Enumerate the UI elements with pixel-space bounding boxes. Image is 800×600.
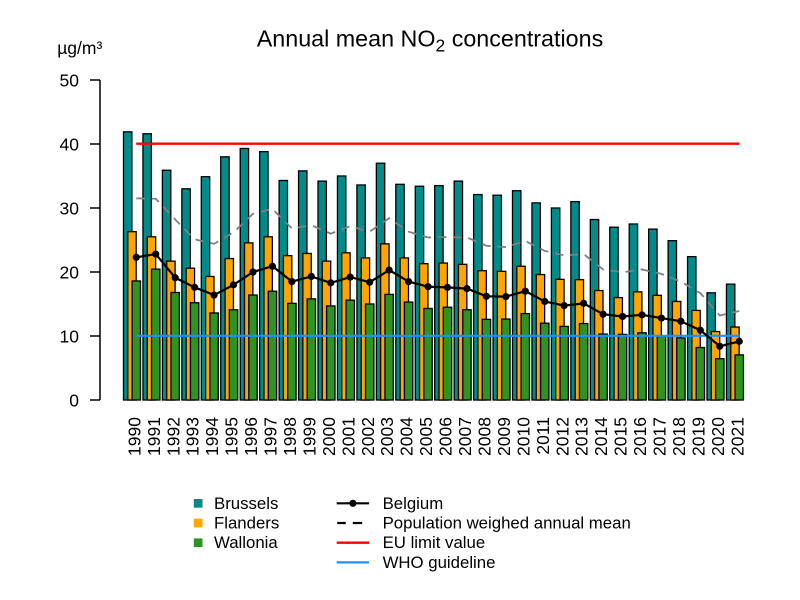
svg-text:1992: 1992 bbox=[163, 417, 183, 456]
svg-text:2006: 2006 bbox=[436, 417, 456, 456]
svg-text:Brussels: Brussels bbox=[214, 494, 278, 513]
svg-text:2000: 2000 bbox=[319, 417, 339, 456]
svg-text:1996: 1996 bbox=[241, 417, 261, 456]
svg-text:1997: 1997 bbox=[261, 417, 281, 456]
svg-text:40: 40 bbox=[60, 134, 80, 154]
svg-text:2016: 2016 bbox=[630, 417, 650, 456]
svg-text:2008: 2008 bbox=[474, 417, 494, 456]
svg-text:2020: 2020 bbox=[708, 417, 728, 456]
svg-text:20: 20 bbox=[60, 262, 80, 282]
svg-text:2013: 2013 bbox=[572, 417, 592, 456]
svg-text:1993: 1993 bbox=[183, 417, 203, 456]
svg-text:2004: 2004 bbox=[397, 417, 417, 456]
svg-text:2005: 2005 bbox=[416, 417, 436, 456]
svg-text:2010: 2010 bbox=[513, 417, 533, 456]
svg-text:2019: 2019 bbox=[688, 417, 708, 456]
svg-text:Annual mean NO2 concentrations: Annual mean NO2 concentrations bbox=[257, 25, 603, 55]
svg-text:µg/m³: µg/m³ bbox=[57, 38, 102, 58]
svg-text:2014: 2014 bbox=[591, 417, 611, 456]
svg-text:EU limit value: EU limit value bbox=[383, 533, 486, 552]
svg-text:Flanders: Flanders bbox=[214, 514, 279, 533]
svg-text:0: 0 bbox=[69, 390, 79, 410]
svg-text:2001: 2001 bbox=[338, 417, 358, 456]
svg-text:Population weighed annual mean: Population weighed annual mean bbox=[383, 514, 631, 533]
svg-text:2017: 2017 bbox=[650, 417, 670, 456]
svg-text:1998: 1998 bbox=[280, 417, 300, 456]
svg-text:2003: 2003 bbox=[377, 417, 397, 456]
svg-text:2012: 2012 bbox=[552, 417, 572, 456]
svg-text:Belgium: Belgium bbox=[383, 494, 444, 513]
svg-text:2007: 2007 bbox=[455, 417, 475, 456]
svg-text:Wallonia: Wallonia bbox=[214, 533, 278, 552]
svg-text:2002: 2002 bbox=[358, 417, 378, 456]
svg-text:1990: 1990 bbox=[124, 417, 144, 456]
svg-text:2018: 2018 bbox=[669, 417, 689, 456]
svg-text:2021: 2021 bbox=[727, 417, 747, 456]
svg-text:WHO guideline: WHO guideline bbox=[383, 553, 496, 572]
svg-text:10: 10 bbox=[60, 326, 80, 346]
svg-text:2011: 2011 bbox=[533, 417, 553, 455]
svg-text:50: 50 bbox=[60, 70, 80, 90]
svg-text:2015: 2015 bbox=[611, 417, 631, 456]
svg-text:1994: 1994 bbox=[202, 417, 222, 456]
svg-text:2009: 2009 bbox=[494, 417, 514, 456]
svg-text:1999: 1999 bbox=[299, 417, 319, 456]
svg-text:1995: 1995 bbox=[222, 417, 242, 456]
svg-text:1991: 1991 bbox=[144, 417, 164, 456]
svg-text:30: 30 bbox=[60, 198, 80, 218]
